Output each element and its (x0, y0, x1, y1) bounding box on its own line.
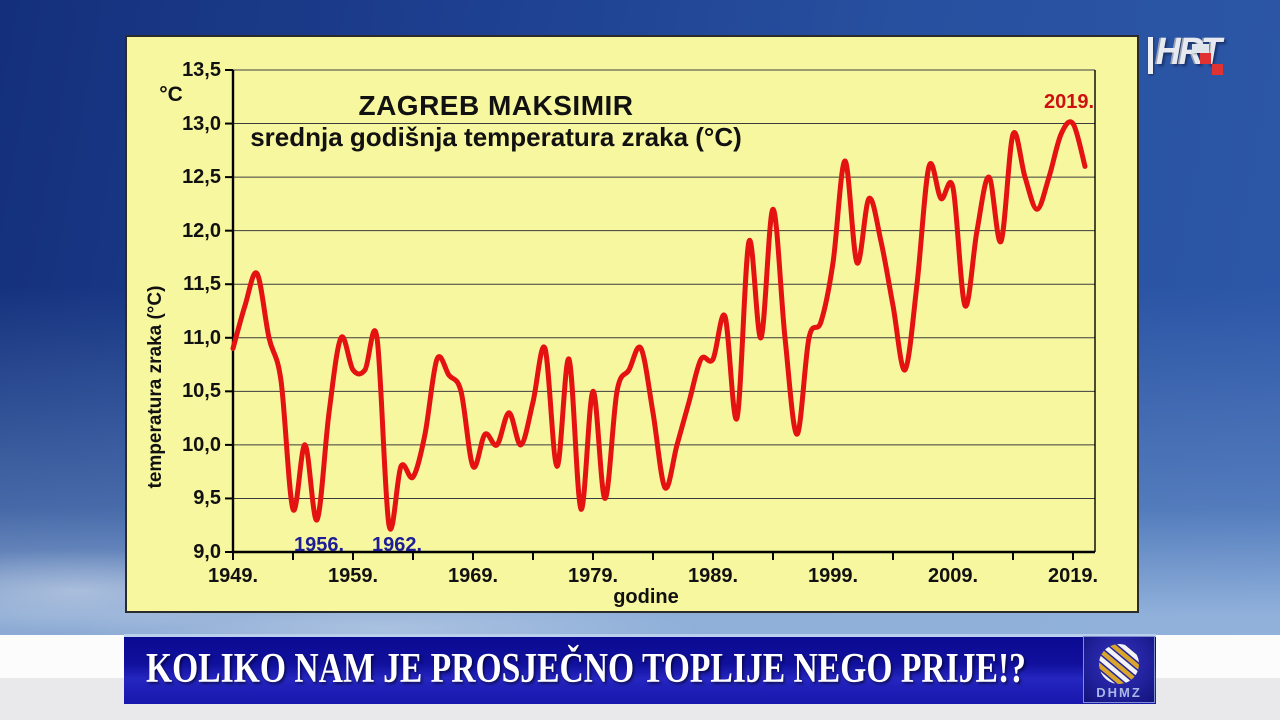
dhmz-globe-icon (1090, 635, 1148, 693)
y-tick-label: 11,5 (183, 273, 221, 296)
y-tick-label: 11,0 (183, 326, 221, 349)
annotation-1956: 1956. (293, 534, 345, 556)
hrt-logo: HRT (1146, 31, 1246, 80)
hrt-logo-text: HRT (1156, 31, 1222, 73)
annotation-2019: 2019. (1043, 91, 1095, 113)
chart-panel: ZAGREB MAKSIMIR srednja godišnja tempera… (125, 35, 1139, 613)
hrt-red-square-2 (1212, 64, 1223, 75)
chart-title: ZAGREB MAKSIMIR (358, 90, 634, 121)
x-tick-label: 1959. (327, 565, 379, 587)
y-tick-label: 9,5 (193, 487, 221, 510)
x-tick-label: 2009. (927, 565, 979, 587)
chart-subtitle: srednja godišnja temperatura zraka (°C) (250, 122, 742, 152)
temperature-chart (225, 69, 1096, 560)
hrt-red-square-1 (1200, 53, 1211, 64)
hrt-logo-bar (1148, 37, 1153, 74)
hrt-logo-crossbar (1192, 44, 1209, 53)
x-tick-label: 1999. (807, 565, 859, 587)
temperature-line (230, 119, 1088, 532)
y-tick-label: 10,5 (182, 380, 221, 403)
y-tick-label: 10,0 (182, 433, 221, 456)
y-tick-label: 12,5 (182, 166, 221, 189)
dhmz-logo: DHMZ (1083, 635, 1155, 703)
x-tick-label: 2019. (1047, 565, 1099, 587)
x-axis-title: godine (613, 586, 679, 608)
x-tick-label: 1949. (207, 565, 259, 587)
annotation-1962: 1962. (371, 534, 423, 556)
x-tick-label: 1979. (567, 565, 619, 587)
y-tick-label: 13,0 (182, 112, 221, 135)
y-tick-label: 13,5 (182, 59, 221, 81)
y-tick-label: 9,0 (193, 541, 221, 563)
y-tick-label: 12,0 (182, 219, 221, 242)
y-axis-unit-label: °C (159, 83, 183, 106)
x-tick-label: 1989. (687, 565, 739, 587)
dhmz-logo-text: DHMZ (1096, 685, 1142, 700)
x-tick-label: 1969. (447, 565, 499, 587)
caption-text: KOLIKO NAM JE PROSJEČNO TOPLIJE NEGO PRI… (146, 646, 1026, 692)
caption-bar: KOLIKO NAM JE PROSJEČNO TOPLIJE NEGO PRI… (124, 634, 1156, 704)
